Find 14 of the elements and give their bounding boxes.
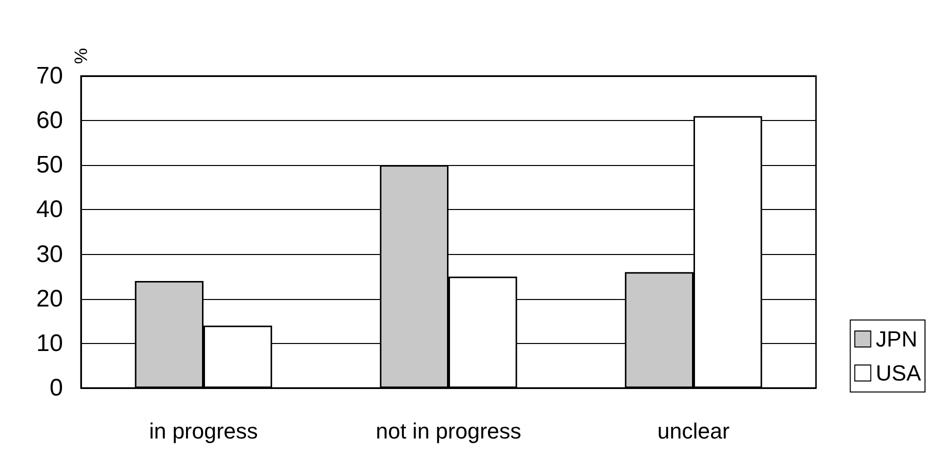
y-axis-title: % <box>71 48 91 64</box>
legend-label: JPN <box>876 326 918 352</box>
y-tick-label: 30 <box>36 240 63 268</box>
y-tick-label: 10 <box>36 330 63 357</box>
y-tick-label: 60 <box>36 107 63 134</box>
legend-label: USA <box>876 360 922 386</box>
y-tick-label: 0 <box>50 374 63 402</box>
x-tick-label: not in progress <box>376 418 522 444</box>
y-tick-label: 70 <box>36 62 63 90</box>
x-tick-label: in progress <box>149 418 258 444</box>
y-tick-label: 50 <box>36 152 63 179</box>
y-tick-label: 40 <box>36 196 63 224</box>
x-tick-label: unclear <box>657 418 730 444</box>
y-tick-label: 20 <box>36 285 63 312</box>
